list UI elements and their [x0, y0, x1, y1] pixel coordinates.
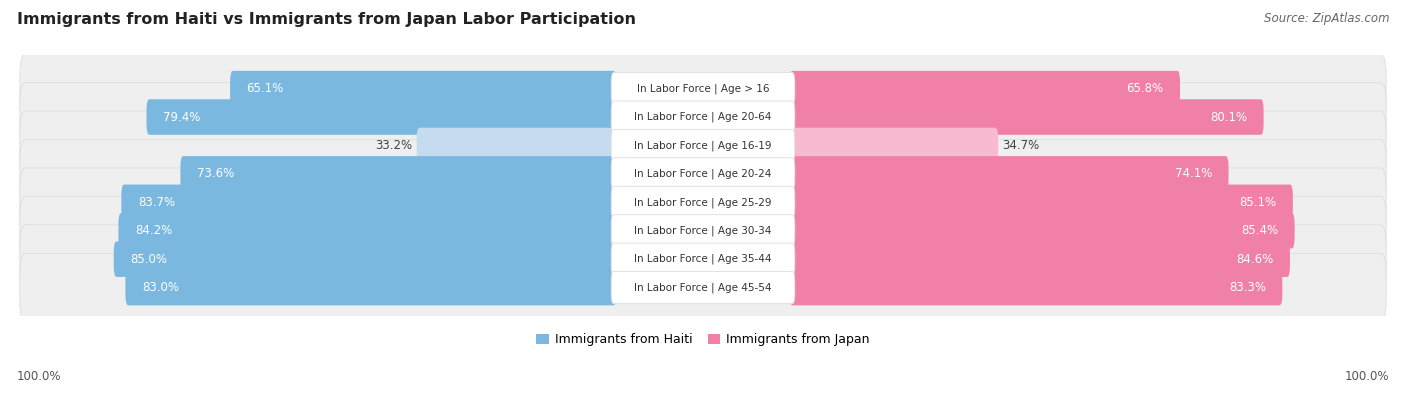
Text: 100.0%: 100.0%	[17, 370, 62, 383]
FancyBboxPatch shape	[790, 156, 1229, 192]
FancyBboxPatch shape	[790, 270, 1282, 305]
FancyBboxPatch shape	[121, 184, 616, 220]
Text: 65.8%: 65.8%	[1126, 82, 1164, 95]
FancyBboxPatch shape	[612, 186, 794, 218]
FancyBboxPatch shape	[20, 54, 1386, 123]
Text: 83.3%: 83.3%	[1229, 281, 1265, 294]
FancyBboxPatch shape	[416, 128, 616, 163]
Text: 84.2%: 84.2%	[135, 224, 172, 237]
FancyBboxPatch shape	[20, 139, 1386, 208]
FancyBboxPatch shape	[180, 156, 616, 192]
FancyBboxPatch shape	[790, 128, 998, 163]
Text: 85.4%: 85.4%	[1241, 224, 1278, 237]
Text: In Labor Force | Age 25-29: In Labor Force | Age 25-29	[634, 197, 772, 207]
FancyBboxPatch shape	[20, 225, 1386, 293]
Text: Source: ZipAtlas.com: Source: ZipAtlas.com	[1264, 12, 1389, 25]
FancyBboxPatch shape	[612, 271, 794, 304]
FancyBboxPatch shape	[231, 71, 616, 106]
FancyBboxPatch shape	[790, 99, 1264, 135]
Text: 83.0%: 83.0%	[142, 281, 179, 294]
Text: 84.6%: 84.6%	[1236, 253, 1274, 266]
Text: In Labor Force | Age 35-44: In Labor Force | Age 35-44	[634, 254, 772, 264]
Text: 85.0%: 85.0%	[131, 253, 167, 266]
FancyBboxPatch shape	[790, 213, 1295, 248]
Text: In Labor Force | Age 16-19: In Labor Force | Age 16-19	[634, 140, 772, 151]
Text: 74.1%: 74.1%	[1174, 167, 1212, 181]
Text: 80.1%: 80.1%	[1211, 111, 1247, 124]
FancyBboxPatch shape	[20, 83, 1386, 151]
FancyBboxPatch shape	[612, 73, 794, 105]
FancyBboxPatch shape	[114, 241, 616, 277]
Text: 85.1%: 85.1%	[1239, 196, 1277, 209]
FancyBboxPatch shape	[612, 130, 794, 162]
FancyBboxPatch shape	[20, 111, 1386, 180]
Text: 100.0%: 100.0%	[1344, 370, 1389, 383]
FancyBboxPatch shape	[20, 168, 1386, 237]
FancyBboxPatch shape	[612, 101, 794, 133]
Text: In Labor Force | Age 20-24: In Labor Force | Age 20-24	[634, 169, 772, 179]
Legend: Immigrants from Haiti, Immigrants from Japan: Immigrants from Haiti, Immigrants from J…	[536, 333, 870, 346]
FancyBboxPatch shape	[612, 158, 794, 190]
Text: In Labor Force | Age 30-34: In Labor Force | Age 30-34	[634, 226, 772, 236]
FancyBboxPatch shape	[20, 196, 1386, 265]
Text: In Labor Force | Age 45-54: In Labor Force | Age 45-54	[634, 282, 772, 293]
Text: In Labor Force | Age 20-64: In Labor Force | Age 20-64	[634, 112, 772, 122]
Text: 33.2%: 33.2%	[375, 139, 412, 152]
FancyBboxPatch shape	[790, 241, 1289, 277]
Text: In Labor Force | Age > 16: In Labor Force | Age > 16	[637, 83, 769, 94]
FancyBboxPatch shape	[790, 71, 1180, 106]
FancyBboxPatch shape	[125, 270, 616, 305]
FancyBboxPatch shape	[146, 99, 616, 135]
FancyBboxPatch shape	[790, 184, 1294, 220]
FancyBboxPatch shape	[20, 253, 1386, 322]
Text: 73.6%: 73.6%	[197, 167, 235, 181]
FancyBboxPatch shape	[612, 243, 794, 275]
Text: 83.7%: 83.7%	[138, 196, 174, 209]
FancyBboxPatch shape	[612, 214, 794, 247]
FancyBboxPatch shape	[118, 213, 616, 248]
Text: 65.1%: 65.1%	[246, 82, 284, 95]
Text: Immigrants from Haiti vs Immigrants from Japan Labor Participation: Immigrants from Haiti vs Immigrants from…	[17, 12, 636, 27]
Text: 34.7%: 34.7%	[1002, 139, 1039, 152]
Text: 79.4%: 79.4%	[163, 111, 201, 124]
